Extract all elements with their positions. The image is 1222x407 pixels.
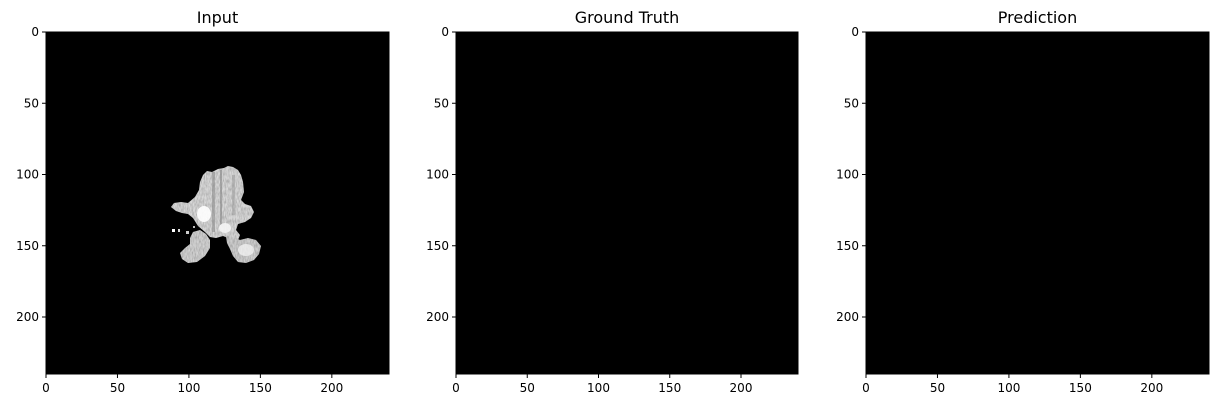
panel-title-prediction: Prediction [998,8,1077,27]
x-tick-label-input: 100 [177,381,200,395]
y-tick-label-ground-truth: 0 [441,25,449,39]
axes-frame-ground-truth [455,31,799,375]
image-area-ground-truth [456,32,798,374]
x-tick-label-input: 150 [249,381,272,395]
y-tick-label-prediction: 200 [836,310,859,324]
x-tick-label-prediction: 50 [930,381,945,395]
x-tick-label-prediction: 0 [862,381,870,395]
y-tick-label-prediction: 150 [836,239,859,253]
x-tick-label-ground-truth: 200 [730,381,753,395]
y-tick-label-ground-truth: 150 [426,239,449,253]
y-tick-label-prediction: 0 [851,25,859,39]
y-tick-label-prediction: 50 [844,96,859,110]
panel-title-input: Input [197,8,238,27]
y-tick-label-ground-truth: 50 [434,96,449,110]
y-tick-label-input: 0 [31,25,39,39]
x-tick-label-input: 0 [42,381,50,395]
x-tick-label-ground-truth: 0 [452,381,460,395]
x-tick-label-prediction: 200 [1140,381,1163,395]
x-ticks-prediction: 0 50 100 150 200 [862,374,1163,395]
x-tick-label-input: 200 [320,381,343,395]
y-tick-label-input: 100 [16,168,39,182]
x-tick-label-prediction: 100 [997,381,1020,395]
x-tick-label-ground-truth: 100 [587,381,610,395]
y-tick-label-ground-truth: 100 [426,168,449,182]
panel-ground-truth: Ground Truth 0 50 100 150 200 0 50 100 150 200 [426,8,799,395]
y-tick-label-input: 150 [16,239,39,253]
y-tick-label-ground-truth: 200 [426,310,449,324]
axes-frame-input [45,31,390,375]
x-tick-label-prediction: 150 [1069,381,1092,395]
image-area-prediction [866,32,1209,374]
region-details [172,170,254,256]
y-ticks-ground-truth: 0 50 100 150 200 [426,25,456,324]
x-tick-label-ground-truth: 50 [520,381,535,395]
x-tick-label-ground-truth: 150 [658,381,681,395]
y-tick-label-input: 200 [16,310,39,324]
y-tick-label-input: 50 [24,96,39,110]
axes-frame-prediction [865,31,1210,375]
y-ticks-input: 0 50 100 150 200 [16,25,46,324]
panel-title-ground-truth: Ground Truth [575,8,680,27]
x-ticks-ground-truth: 0 50 100 150 200 [452,374,752,395]
y-tick-label-prediction: 100 [836,168,859,182]
y-ticks-prediction: 0 50 100 150 200 [836,25,866,324]
panel-prediction: Prediction 0 50 100 150 200 0 50 100 150 200 [836,8,1210,395]
x-ticks-input: 0 50 100 150 200 [42,374,343,395]
x-tick-label-input: 50 [110,381,125,395]
panel-input: Input 0 50 100 150 200 0 50 100 150 200 [16,8,390,395]
